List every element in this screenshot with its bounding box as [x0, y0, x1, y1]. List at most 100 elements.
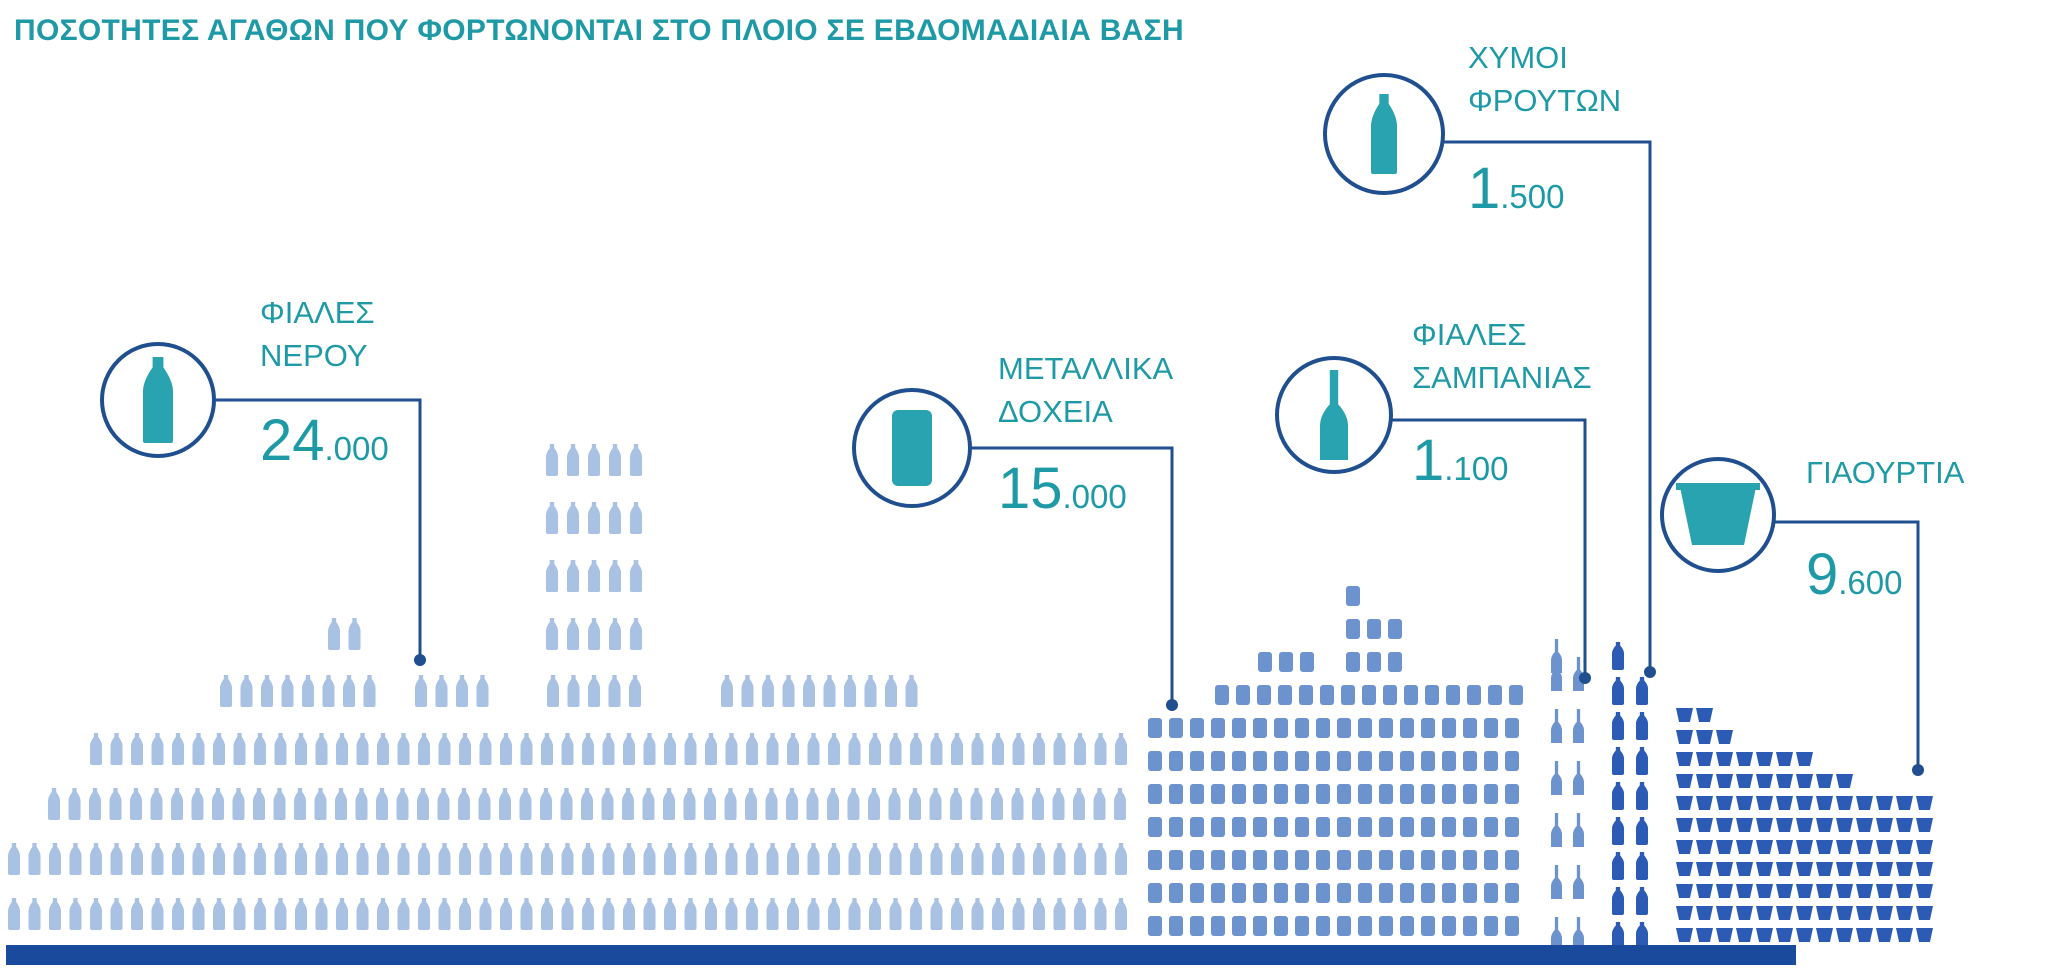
metal-can-item: [1169, 718, 1183, 738]
yogurt-cup-item: [1736, 752, 1753, 766]
water-bottle-item: [602, 843, 615, 875]
water-bottle-item: [417, 788, 429, 820]
yogurt-cup-item: [1856, 906, 1873, 920]
juice-bottle-item: [1636, 712, 1648, 740]
water-bottle-item: [910, 843, 922, 875]
water-bottle-item: [363, 675, 376, 707]
water-bottle-item: [356, 898, 369, 930]
yogurt-cup-item: [1676, 708, 1693, 722]
water-bottle-item: [336, 898, 348, 930]
yogurt-cup-item: [1896, 840, 1913, 854]
water-bottle-item: [869, 733, 881, 765]
water-bottle-item: [212, 788, 224, 820]
cargo-items: [8, 444, 1933, 951]
water-bottle-item: [567, 444, 579, 476]
water-bottle-item: [643, 733, 656, 765]
water-bottle-item: [828, 898, 840, 930]
yogurt-cup-item: [1796, 928, 1813, 942]
water-bottle-item: [355, 788, 368, 820]
metal-can-item: [1379, 850, 1393, 870]
water-bottle-item: [663, 788, 675, 820]
juice-bottle-item: [1636, 887, 1648, 915]
metal-can-item: [1358, 718, 1372, 738]
metal-can-item: [1367, 619, 1381, 639]
water-bottle-item: [49, 843, 61, 875]
yogurt-cup-item: [1796, 862, 1813, 876]
water-bottle-item: [1115, 733, 1127, 765]
water-bottle-item: [1094, 733, 1107, 765]
yogurt-cup-item: [1756, 796, 1773, 810]
water-bottle-item: [705, 898, 717, 930]
water-bottle-item: [261, 675, 273, 707]
water-bottle-item: [623, 843, 635, 875]
yogurt-cup-item: [1696, 862, 1713, 876]
water-bottle-item: [889, 733, 902, 765]
metal-can-item: [1148, 751, 1162, 771]
water-bottle-item: [951, 843, 963, 875]
metal-can-icon-shape: [892, 410, 932, 486]
metal-can-item: [1232, 883, 1246, 903]
metal-can-item: [1442, 817, 1456, 837]
water-bottle-item: [1073, 788, 1085, 820]
water-bottle-item: [930, 898, 943, 930]
water-bottle-item: [456, 675, 468, 707]
metal-can-item: [1274, 784, 1288, 804]
water-bottle-item: [458, 788, 470, 820]
water-bottle-item: [377, 898, 389, 930]
metal-can-item: [1320, 685, 1334, 705]
water-bottle-item: [588, 618, 600, 650]
water-bottle-item: [192, 898, 205, 930]
water-bottle-item: [314, 788, 327, 820]
water-bottle-item: [1012, 898, 1025, 930]
water-bottle-item: [888, 788, 901, 820]
water-bottle-item: [1115, 898, 1127, 930]
water-bottle-item: [1033, 733, 1045, 765]
metal-can-item: [1463, 916, 1477, 936]
metal-can-item: [1316, 817, 1330, 837]
water-bottle-item: [581, 788, 593, 820]
water-bottle-item: [90, 733, 102, 765]
water-bottle-item: [602, 898, 615, 930]
water-bottle-item: [1012, 843, 1025, 875]
champagne-bottle-item: [1551, 865, 1562, 899]
juice-bottle-item: [1636, 782, 1648, 810]
metal-can-item: [1488, 685, 1502, 705]
water-bottle-item: [929, 788, 942, 820]
water-bottle-item: [971, 843, 984, 875]
category-value: 1.500: [1468, 156, 1565, 221]
juice-bottle-item: [1636, 747, 1648, 775]
water-bottle-item: [1074, 898, 1086, 930]
water-bottle-item: [807, 843, 820, 875]
water-bottle-item: [438, 733, 451, 765]
water-bottle-item: [1074, 733, 1086, 765]
water-bottle-item: [397, 898, 410, 930]
yogurt-cup-item: [1816, 840, 1833, 854]
yogurt-cup-item: [1716, 906, 1733, 920]
water-bottle-item: [151, 898, 164, 930]
metal-can-item: [1362, 685, 1376, 705]
yogurt-cup-item: [1836, 796, 1853, 810]
yogurt-cup-item: [1676, 884, 1693, 898]
metal-can-item: [1148, 916, 1162, 936]
metal-can-item: [1484, 784, 1498, 804]
water-bottle-item: [741, 675, 754, 707]
metal-can-item: [1148, 718, 1162, 738]
yogurt-cup-item: [1876, 840, 1893, 854]
metal-can-item: [1358, 817, 1372, 837]
water-bottle-item: [910, 733, 922, 765]
yogurt-cup-item: [1716, 884, 1733, 898]
metal-can-item: [1442, 883, 1456, 903]
metal-can-item: [1421, 784, 1435, 804]
value-thousands: 9: [1806, 542, 1838, 607]
yogurt-cup-item: [1676, 752, 1693, 766]
yogurt-cup-item: [1756, 928, 1773, 942]
water-bottle-item: [807, 898, 820, 930]
metal-can-item: [1295, 850, 1309, 870]
ship-hull: [6, 945, 1796, 965]
juice-bottle-item: [1612, 852, 1624, 880]
value-thousands: 15: [998, 456, 1063, 521]
champagne-bottle-icon: [1320, 370, 1348, 460]
champagne-bottle-item: [1573, 761, 1584, 795]
yogurt-cup-item: [1796, 796, 1813, 810]
water-bottle-item: [602, 733, 615, 765]
